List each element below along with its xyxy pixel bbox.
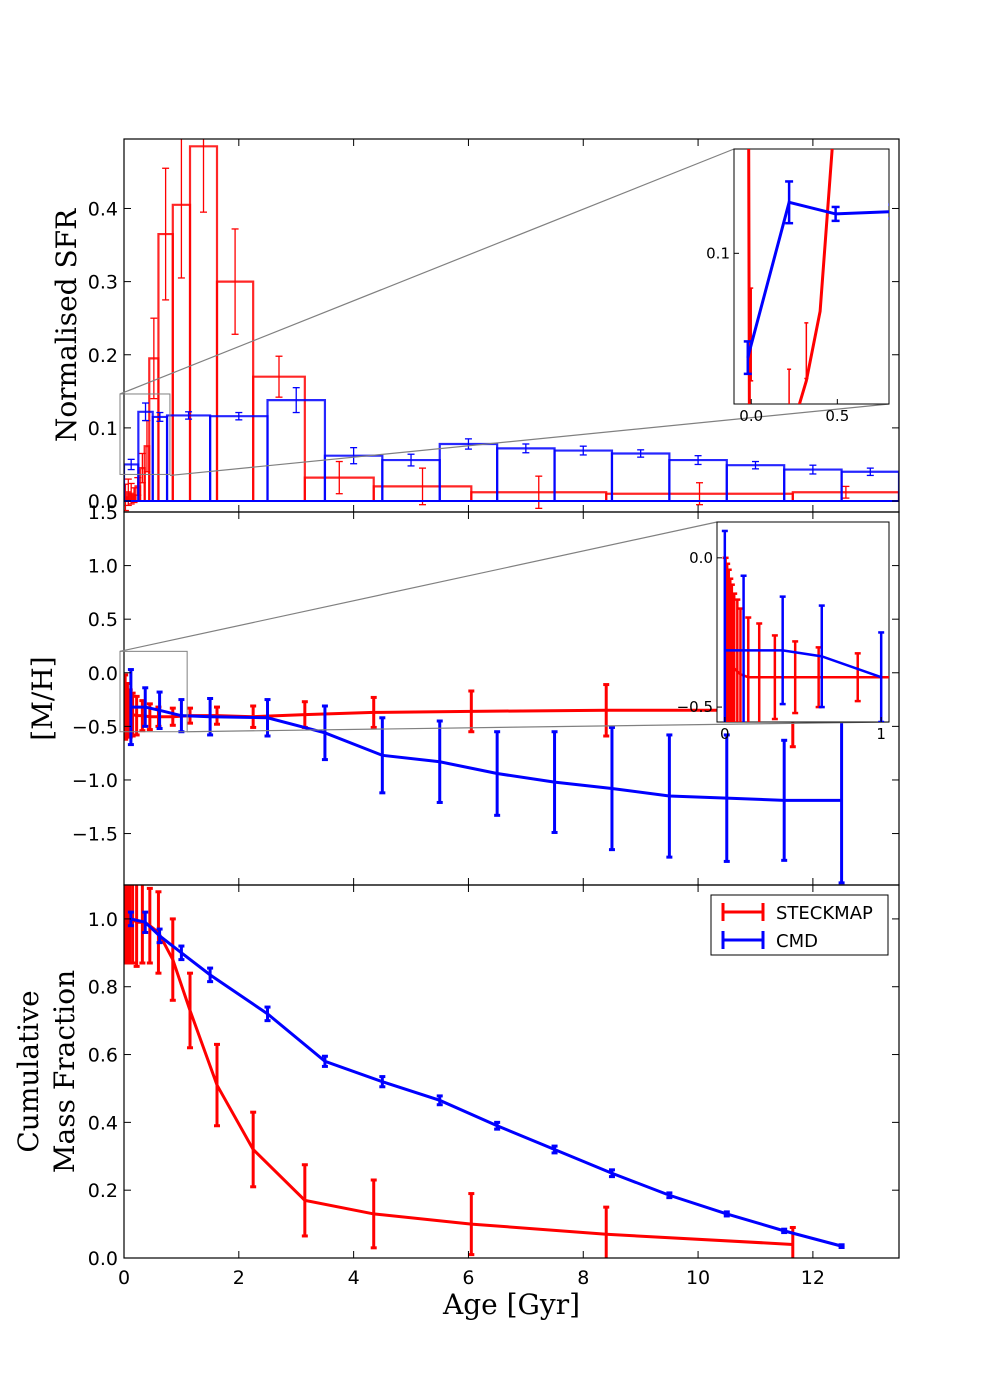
mh-inset-frame [716, 521, 890, 723]
x-axis-label: Age [Gyr] [442, 1288, 580, 1321]
steckmap-cum-line [125, 917, 793, 1246]
y-tick-label: 1.0 [88, 909, 118, 931]
sfr-y-axis-label: Normalised SFR [50, 208, 83, 442]
y-tick-label: 1.0 [88, 556, 118, 578]
legend: STECKMAP CMD [710, 894, 889, 956]
y-tick-label: 1.5 [88, 502, 118, 524]
legend-label: STECKMAP [776, 903, 873, 924]
cmd-sfr-bar [266, 399, 327, 502]
sfr-zoom-connector [169, 403, 890, 477]
x-tick-label: 12 [801, 1267, 825, 1289]
inset-x-tick-label: 0 [720, 725, 730, 743]
y-tick-label: 0.1 [88, 418, 118, 440]
x-tick-label: 4 [348, 1267, 360, 1289]
cmd-sfr-bar [668, 458, 728, 502]
sfr-zoom-box [119, 393, 171, 475]
y-tick-label: 0.5 [88, 609, 118, 631]
cum-panel-frame [123, 884, 900, 1259]
legend-label: CMD [776, 931, 818, 952]
mh-inset-plot [721, 529, 889, 722]
cum-y-axis-label-line2: Mass Fraction [48, 970, 81, 1173]
cmd-inset-line [746, 200, 889, 359]
inset-x-tick-label: 0.5 [825, 407, 849, 425]
x-tick-label: 10 [686, 1267, 710, 1289]
y-tick-label: −1.5 [72, 824, 118, 846]
x-tick-label: 8 [577, 1267, 589, 1289]
cmd-cum-line [130, 917, 842, 1248]
cmd-sfr-bar [151, 415, 169, 502]
cum-y-axis-label-line1: Cumulative [12, 990, 45, 1152]
cmd-sfr-bar [209, 415, 269, 502]
cum-plot-area [124, 885, 845, 1258]
inset-y-tick-label: 0.0 [689, 549, 713, 567]
mh-y-axis-label: [M/H] [26, 656, 59, 740]
mh-zoom-box [119, 650, 188, 733]
sfr-zoom-connector [119, 148, 735, 395]
x-tick-label: 0 [118, 1267, 130, 1289]
inset-x-tick-label: 1 [876, 725, 886, 743]
y-tick-label: 0.0 [88, 663, 118, 685]
y-tick-label: 0.3 [88, 272, 118, 294]
legend-frame [710, 894, 889, 956]
sfr-plot-area [124, 139, 899, 512]
mh-zoom-connector [187, 721, 890, 733]
cmd-sfr-bar [553, 449, 614, 502]
inset-x-tick-label: 0.0 [739, 407, 763, 425]
y-tick-label: 0.0 [88, 491, 118, 513]
mh-zoom-connector [119, 521, 718, 652]
y-tick-label: 0.2 [88, 345, 118, 367]
cmd-sfr-bar [725, 464, 786, 502]
y-tick-label: 0.2 [88, 1180, 118, 1202]
inset-y-tick-label: −0.5 [677, 698, 713, 716]
y-tick-label: 0.4 [88, 198, 118, 220]
y-tick-label: 0.4 [88, 1112, 118, 1134]
y-tick-label: 0.0 [88, 1248, 118, 1270]
steckmap-inset-line [797, 149, 834, 404]
cmd-sfr-bar [840, 470, 899, 502]
mh-plot-area [124, 668, 845, 885]
cmd-mh-line [130, 705, 842, 802]
x-tick-label: 6 [462, 1267, 474, 1289]
y-tick-label: 0.8 [88, 977, 118, 999]
inset-y-tick-label: 0.1 [706, 244, 730, 262]
x-tick-label: 2 [233, 1267, 245, 1289]
y-tick-label: −1.0 [72, 770, 118, 792]
sfr-inset-frame [733, 148, 890, 405]
y-tick-label: −0.5 [72, 716, 118, 738]
sfr-inset-plot [743, 149, 889, 404]
y-tick-label: 0.6 [88, 1045, 118, 1067]
